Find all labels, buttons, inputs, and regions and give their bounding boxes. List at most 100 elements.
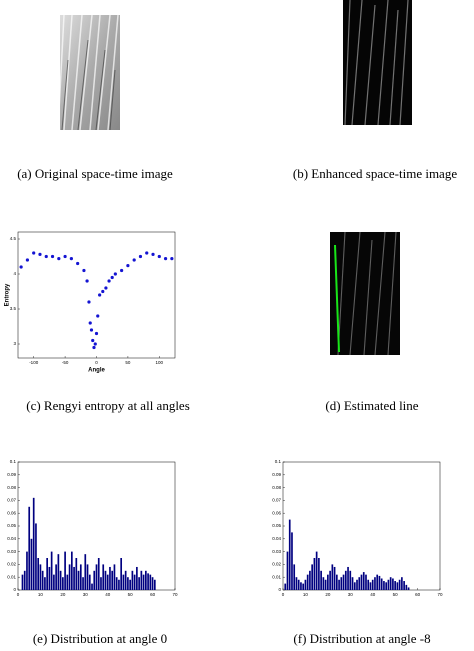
chart: 0 10 20 30 40 50 60 70 0 0.01 0.02 0.03 0.04 0.05 0.06… [7,459,178,597]
bar [26,551,28,590]
bar [95,564,98,590]
caption: (d) Estimated line [325,398,418,413]
data-point [151,252,155,256]
chart: -100 -50 0 50 100 3 3.5 4 4.5 Angle Entropy [5,231,176,374]
estimated-line [334,244,340,353]
y-tick-label: 4.5 [10,236,17,241]
bar [315,551,318,590]
y-tick-label: 0.03 [7,549,16,554]
bar [113,564,116,590]
bar [329,570,331,590]
y-tick-label: 0.07 [272,498,281,503]
data-point [76,261,80,266]
data-point [38,252,42,256]
x-tick-label: 20 [60,592,66,597]
bar [318,558,320,590]
data-point [163,257,168,261]
bar [333,566,336,590]
bar [145,570,147,590]
bar [75,558,78,590]
data-point [19,265,23,269]
data-point [88,321,92,325]
bar [133,574,136,590]
bar [389,577,392,590]
bar [88,574,91,590]
bar [385,582,388,590]
bar [109,566,111,590]
bar [286,551,289,590]
y-tick-label: 0.09 [7,472,16,477]
x-tick-label: 40 [370,592,376,597]
plot-frame [282,461,441,591]
y-tick-label: 0.08 [272,485,281,490]
bar [32,497,35,590]
data-point [104,286,108,290]
y-tick-label: 0.02 [272,562,281,567]
bar [362,572,365,590]
bar [398,579,401,590]
y-tick-label: 0.06 [7,510,16,515]
x-tick-label: 40 [105,592,111,597]
data-point [50,254,55,259]
data-point [91,338,95,343]
bar [147,573,149,590]
bar [82,577,84,590]
bar [28,506,31,590]
x-tick-label: 60 [415,592,421,597]
bar [59,570,62,590]
y-tick-label: 0.05 [7,523,16,528]
bar [356,579,358,590]
data-point [107,279,111,283]
data-point [92,345,96,350]
y-tick-label: 0.07 [7,498,16,503]
bar [392,578,394,590]
bar [64,551,66,590]
y-tick-label: 0.1 [275,459,282,464]
y-tick-label: 4 [13,271,16,276]
plot-frame [17,231,176,359]
bar [380,578,383,590]
bar [41,570,44,590]
bar [369,582,372,590]
bar [331,564,334,590]
data-point [44,254,48,259]
bar [39,564,42,590]
bar [23,570,26,590]
bar [115,577,118,590]
bar [100,577,102,590]
bar [35,523,37,590]
y-axis-label: Entropy [5,283,11,306]
bar [50,551,53,590]
x-tick-label: 30 [83,592,89,597]
bar [349,570,352,590]
bar [44,577,46,590]
x-tick-label: -50 [62,360,69,365]
bar [313,558,316,590]
bar [342,574,345,590]
bar [62,577,64,590]
data-point [82,268,86,273]
original-image [57,14,120,131]
bar [104,570,107,590]
bar [131,570,134,590]
bar [360,574,363,590]
bar [57,554,60,590]
bar [66,574,69,590]
bar [324,579,327,590]
x-tick-label: 70 [172,592,178,597]
bar [358,577,361,590]
data-point [113,272,117,276]
bar [106,574,109,590]
bar [124,570,127,590]
data-point [85,279,89,283]
caption: (a) Original space-time image [17,166,173,181]
bar [405,584,408,590]
x-axis-label: Angle [88,368,105,374]
bar [322,577,325,590]
data-point [132,258,136,262]
y-tick-label: 0.04 [7,536,16,541]
bar [300,582,302,590]
x-tick-label: 60 [150,592,156,597]
data-point [89,328,94,332]
